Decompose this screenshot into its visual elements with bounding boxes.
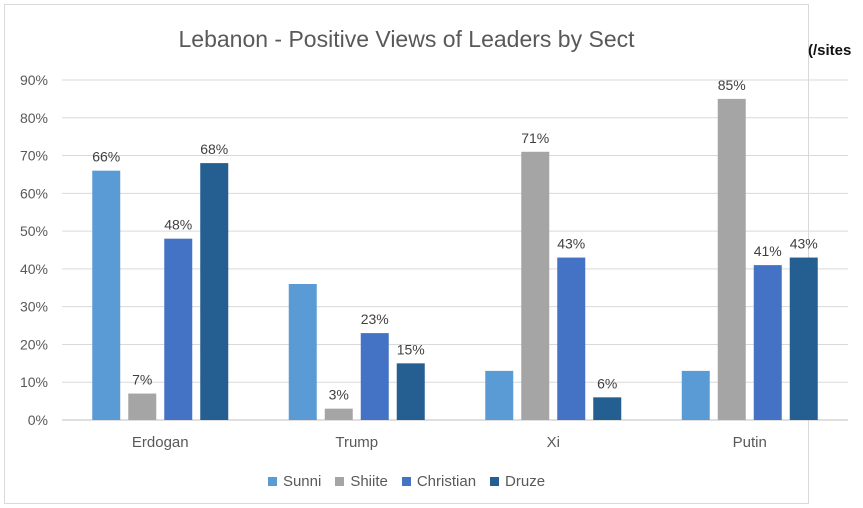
y-tick-label: 70% <box>20 148 48 164</box>
data-label: 41% <box>754 243 782 259</box>
y-tick-label: 90% <box>20 72 48 88</box>
legend-swatch <box>267 477 277 486</box>
chart-title: Lebanon - Positive Views of Leaders by S… <box>178 26 635 52</box>
y-tick-label: 10% <box>20 374 48 390</box>
legend-item-druze: Druze <box>490 473 545 490</box>
y-tick-label: 50% <box>20 223 48 239</box>
legend-swatch <box>401 477 411 486</box>
data-labels: 66% 7% 48% 68% 3% 23% 15% 71% 43% 6% 85% 41% 43% <box>92 77 818 403</box>
bar-druze-xi <box>593 397 622 420</box>
y-tick-label: 40% <box>20 261 48 277</box>
data-label: 48% <box>164 217 192 233</box>
y-tick-label: 60% <box>20 185 48 201</box>
legend-swatch <box>490 477 500 486</box>
legend: Sunni Shiite Christian Druze <box>4 473 809 490</box>
category-label: Putin <box>733 434 767 451</box>
legend-label: Druze <box>505 473 546 490</box>
bar-christian-erdogan <box>164 238 193 420</box>
bar-druze-trump <box>396 363 425 420</box>
bar-sunni-putin <box>681 370 710 420</box>
data-label: 66% <box>92 149 120 165</box>
data-label: 23% <box>361 311 389 327</box>
data-label: 6% <box>597 375 617 391</box>
y-tick-label: 80% <box>20 110 48 126</box>
y-tick-label: 30% <box>20 299 48 315</box>
data-label: 85% <box>718 77 746 93</box>
bar-sunni-erdogan <box>92 170 121 420</box>
bar-shiite-erdogan <box>128 393 157 420</box>
legend-item-shiite: Shiite <box>335 473 388 490</box>
bar-druze-putin <box>789 257 818 420</box>
bar-christian-trump <box>360 333 389 420</box>
data-label: 68% <box>200 141 228 157</box>
data-label: 71% <box>521 130 549 146</box>
y-tick-label: 20% <box>20 336 48 352</box>
bar-christian-xi <box>557 257 586 420</box>
legend-label: Shiite <box>350 473 388 490</box>
gridlines <box>62 79 848 421</box>
data-label: 43% <box>557 236 585 252</box>
x-axis: Erdogan Trump Xi Putin <box>132 434 767 451</box>
bar-christian-putin <box>753 265 782 420</box>
bar-sunni-trump <box>288 284 317 420</box>
legend-swatch <box>335 477 345 486</box>
chart-frame <box>4 4 809 504</box>
bar-shiite-xi <box>521 151 550 420</box>
bar-druze-erdogan <box>200 163 229 420</box>
y-axis: 0% 10% 20% 30% 40% 50% 60% 70% 80% 90% <box>20 72 48 428</box>
category-label: Xi <box>547 434 560 451</box>
legend-label: Christian <box>416 473 477 490</box>
bar-shiite-putin <box>717 98 746 420</box>
bars <box>92 98 818 420</box>
bar-sunni-xi <box>485 370 514 420</box>
data-label: 15% <box>397 341 425 357</box>
data-label: 7% <box>132 372 152 388</box>
side-link-text[interactable]: (/sites <box>808 42 852 59</box>
category-label: Trump <box>335 434 378 451</box>
legend-item-sunni: Sunni <box>267 473 322 490</box>
legend-item-christian: Christian <box>401 473 477 490</box>
y-tick-label: 0% <box>28 412 48 428</box>
legend-label: Sunni <box>282 473 322 490</box>
data-label: 43% <box>790 236 818 252</box>
data-label: 3% <box>329 387 349 403</box>
category-label: Erdogan <box>132 434 189 451</box>
bar-shiite-trump <box>324 408 353 420</box>
